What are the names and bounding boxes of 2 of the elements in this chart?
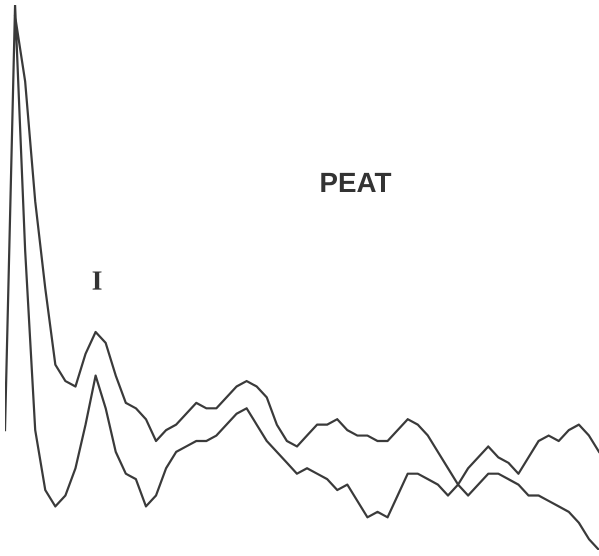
text: PEAT: [321, 172, 392, 192]
annotation: I: [92, 271, 102, 290]
